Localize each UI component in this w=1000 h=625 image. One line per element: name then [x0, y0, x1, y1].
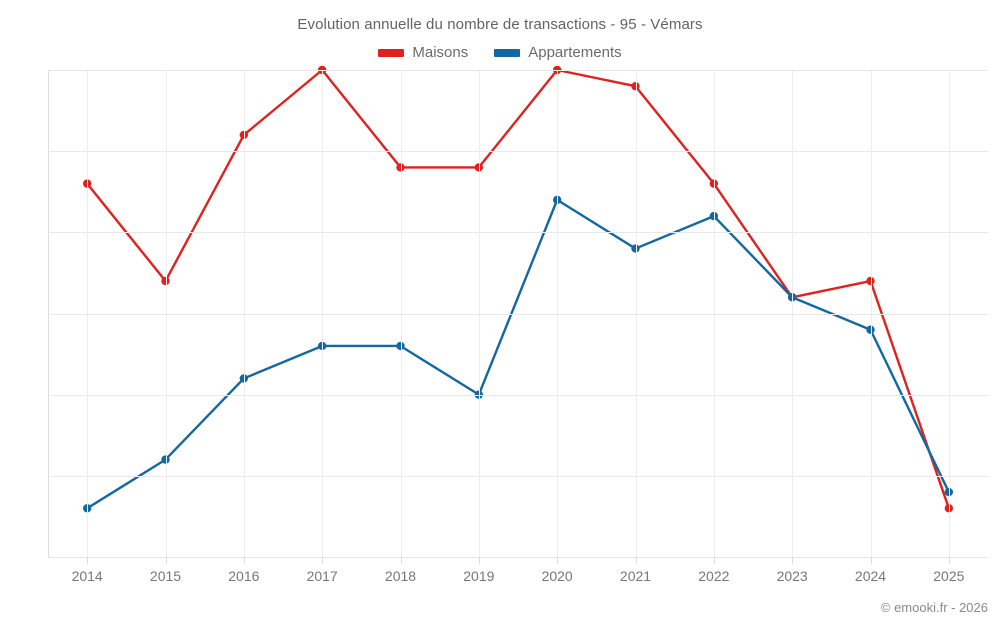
series-line-maisons [85, 68, 951, 510]
y-gridline [48, 475, 988, 477]
x-gridline [792, 70, 794, 557]
x-gridline [870, 70, 872, 557]
x-axis-tick [557, 557, 559, 564]
x-gridline [713, 70, 715, 557]
plot-area: 0510152025302014201520162017201820192020… [48, 65, 988, 584]
x-axis-tick [635, 557, 637, 564]
x-gridline [322, 70, 324, 557]
y-gridline [48, 557, 988, 558]
x-axis-tick-label: 2014 [71, 568, 103, 584]
x-gridline [478, 70, 480, 557]
x-gridline [635, 70, 637, 557]
x-gridline [557, 70, 559, 557]
x-axis-tick-label: 2021 [619, 568, 652, 584]
x-axis-tick-label: 2022 [698, 568, 730, 584]
x-axis-tick [948, 557, 950, 564]
x-gridline [165, 70, 167, 557]
x-axis-tick-label: 2024 [854, 568, 887, 584]
x-axis-tick-label: 2025 [933, 568, 965, 584]
x-axis-tick [400, 557, 402, 564]
y-gridline [48, 70, 988, 71]
x-axis-tick [792, 557, 794, 564]
x-axis-tick [243, 557, 245, 564]
legend-swatch-icon [378, 48, 405, 57]
series-line-appartements [85, 198, 951, 510]
chart-legend: Maisons Appartements [0, 44, 1000, 61]
x-axis-tick [87, 557, 89, 564]
chart-title: Evolution annuelle du nombre de transact… [297, 16, 703, 33]
x-axis-tick [165, 557, 167, 564]
y-gridline [48, 313, 988, 315]
y-gridline [48, 232, 988, 234]
x-axis-tick [322, 557, 324, 564]
y-gridline [48, 151, 988, 153]
x-gridline [400, 70, 402, 557]
x-gridline [948, 70, 950, 557]
x-gridline [87, 70, 89, 557]
legend-item-appartements[interactable]: Appartements [494, 44, 622, 61]
x-axis-tick [713, 557, 715, 564]
x-axis-tick-label: 2019 [463, 568, 495, 584]
x-axis-tick [478, 557, 480, 564]
legend-swatch-icon [494, 48, 521, 57]
legend-label: Appartements [528, 44, 622, 61]
y-gridline [48, 394, 988, 396]
x-axis-tick-label: 2016 [228, 568, 260, 584]
credit-text: © emooki.fr - 2026 [880, 600, 988, 615]
legend-label: Maisons [412, 44, 469, 61]
x-axis-tick-label: 2020 [541, 568, 573, 584]
x-axis-tick-label: 2018 [384, 568, 417, 584]
data-point[interactable] [396, 163, 405, 172]
legend-item-maisons[interactable]: Maisons [378, 44, 468, 61]
x-axis-tick [870, 557, 872, 564]
data-point[interactable] [396, 341, 405, 351]
x-gridline [243, 70, 245, 557]
x-axis-tick-label: 2017 [306, 568, 338, 584]
x-axis-tick-label: 2023 [776, 568, 808, 584]
x-axis-tick-label: 2015 [149, 568, 182, 584]
